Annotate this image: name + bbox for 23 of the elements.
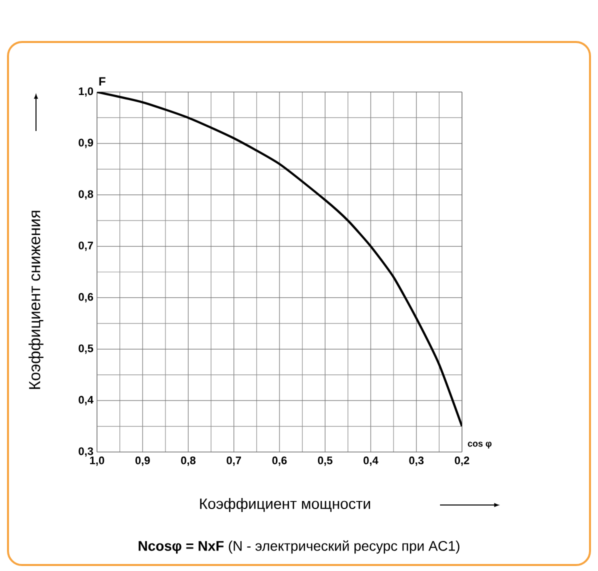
x-axis-title: Коэффициент мощности [200, 498, 370, 512]
text: Ncosφ = NxF (N - электрический ресурс при AC1) [138, 540, 460, 554]
x-tick-label: 0,4 [364, 456, 378, 466]
y-axis-title: Коэффициент снижения [28, 210, 44, 389]
line-series [96, 92, 462, 428]
y-tick-label: 0,4 [78, 396, 94, 406]
x-tick-label: 0,2 [454, 456, 470, 466]
y-tick-label: 0,7 [78, 242, 93, 251]
y-tick-label: 0,9 [78, 138, 94, 148]
x-tick-label: 0,7 [226, 456, 241, 466]
x-tick-label: 1,0 [90, 456, 104, 466]
x-tick-label: 0,3 [409, 456, 424, 466]
y-tick-label: 0,6 [78, 293, 94, 302]
x-tick-label: 0,9 [135, 456, 150, 466]
x-tick-label: 0,8 [181, 456, 196, 466]
y-tick-label: 0,8 [78, 190, 94, 200]
y-tick-label: 0,3 [78, 447, 94, 457]
x-tick-label: 0,6 [272, 456, 287, 466]
x-tick-label: 0,5 [318, 456, 332, 466]
text: cos φ [468, 442, 492, 448]
y-tick-label: 1,0 [78, 87, 94, 97]
y-tick-label: 0,5 [78, 344, 94, 354]
text: F [99, 77, 106, 86]
